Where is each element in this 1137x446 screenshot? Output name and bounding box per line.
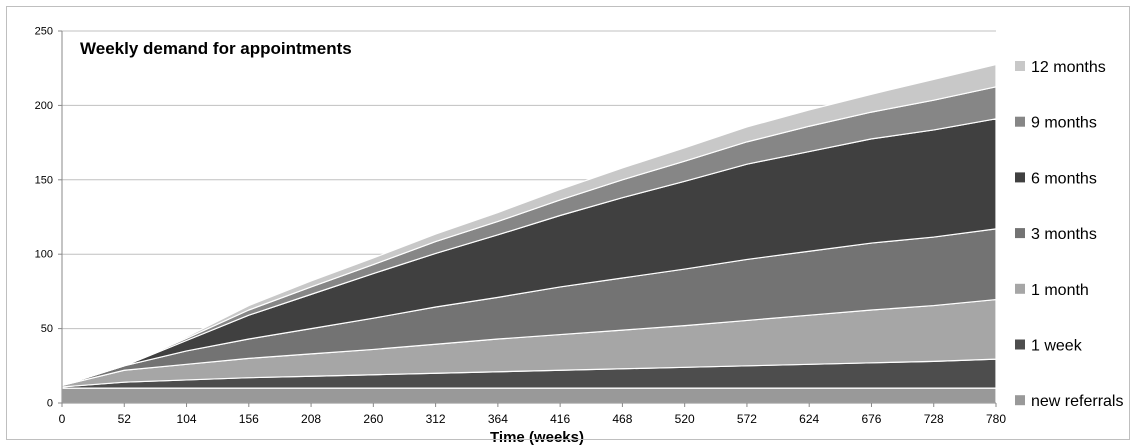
x-tick-label-6: 312 [426,412,446,426]
legend-swatch-4 [1015,283,1025,294]
chart-title: Weekly demand for appointments [80,39,352,58]
legend-swatch-0 [1015,61,1025,71]
x-tick-label-8: 416 [550,412,570,426]
x-tick-label-9: 468 [612,412,632,426]
legend-swatch-3 [1015,228,1025,239]
x-tick-label-14: 728 [924,412,944,426]
x-tick-label-10: 520 [675,412,695,426]
x-tick-label-2: 104 [177,412,197,426]
x-tick-label-13: 676 [861,412,881,426]
y-tick-label-4: 200 [35,100,53,112]
legend-swatch-1 [1015,116,1025,127]
x-tick-label-15: 780 [986,412,1006,426]
x-tick-label-11: 572 [737,412,757,426]
y-tick-labels: 0 50 100 150 200 250 [35,26,53,410]
legend: 12 months 9 months 6 months 3 months 1 month… [1015,59,1123,410]
area-series-6 [61,63,997,387]
x-tick-label-5: 260 [363,412,383,426]
axes [58,30,997,407]
x-tick-label-7: 364 [488,412,508,426]
y-tick-label-1: 50 [41,323,53,335]
area-series-0 [61,387,997,404]
x-tick-label-1: 52 [118,412,132,426]
legend-label-4: 1 month [1031,282,1089,299]
legend-label-1: 9 months [1031,115,1097,132]
x-tick-label-3: 156 [239,412,259,426]
legend-label-0: 12 months [1031,59,1106,76]
x-tick-label-4: 208 [301,412,321,426]
x-tick-labels: 0 52 104 156 208 260 312 364 416 468 520 572 624 676 7… [59,412,1007,426]
legend-label-3: 3 months [1031,226,1097,243]
legend-swatch-6 [1015,395,1025,406]
legend-swatch-2 [1015,172,1025,183]
legend-label-6: new referrals [1031,393,1123,410]
y-tick-label-3: 150 [35,174,53,186]
x-axis-label: Time (weeks) [490,429,584,446]
legend-swatch-5 [1015,339,1025,350]
y-tick-label-5: 250 [35,26,53,38]
x-tick-label-12: 624 [799,412,819,426]
y-tick-label-2: 100 [35,249,53,261]
legend-label-5: 1 week [1031,338,1083,355]
legend-label-2: 6 months [1031,170,1097,187]
plot-areas [61,63,997,404]
x-tick-label-0: 0 [59,412,66,426]
y-tick-label-0: 0 [47,398,53,410]
